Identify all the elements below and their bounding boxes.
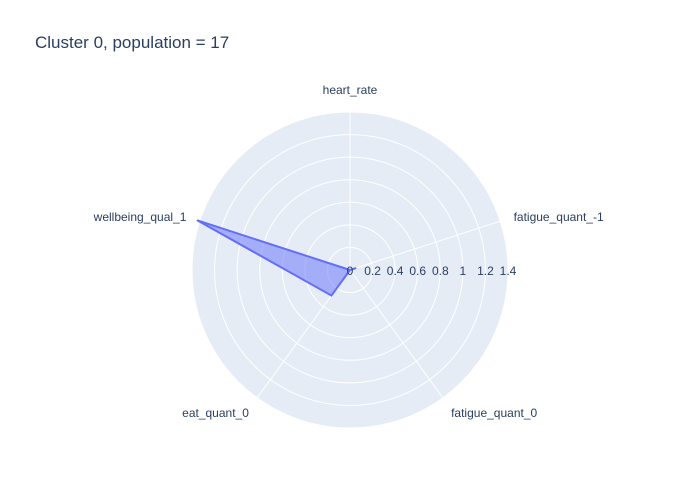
radial-tick-label: 1: [460, 264, 467, 278]
chart-title: Cluster 0, population = 17: [35, 33, 230, 52]
radial-tick-label: 1.2: [477, 264, 494, 278]
axis-label: fatigue_quant_-1: [514, 210, 604, 224]
radial-tick-label: 1.4: [500, 264, 517, 278]
axis-label: fatigue_quant_0: [451, 406, 537, 420]
axis-label: heart_rate: [323, 83, 378, 97]
radial-tick-labels: 0 0.2 0.4 0.6 0.8 1 1.2 1.4: [347, 264, 517, 278]
angular-axis-labels: heart_rate fatigue_quant_-1 fatigue_quant_…: [93, 83, 604, 420]
radial-tick-label: 0.2: [364, 264, 381, 278]
radial-tick-label: 0.4: [387, 264, 404, 278]
spoke-line: [349, 269, 444, 399]
axis-label: eat_quant_0: [182, 406, 249, 420]
radial-tick-label: 0.8: [432, 264, 449, 278]
series-layer: [196, 219, 357, 297]
radial-tick-label: 0: [347, 264, 354, 278]
axis-label: wellbeing_qual_1: [93, 210, 187, 224]
series-area: [196, 219, 357, 297]
spoke-line: [349, 220, 501, 271]
radial-tick-label: 0.6: [409, 264, 426, 278]
